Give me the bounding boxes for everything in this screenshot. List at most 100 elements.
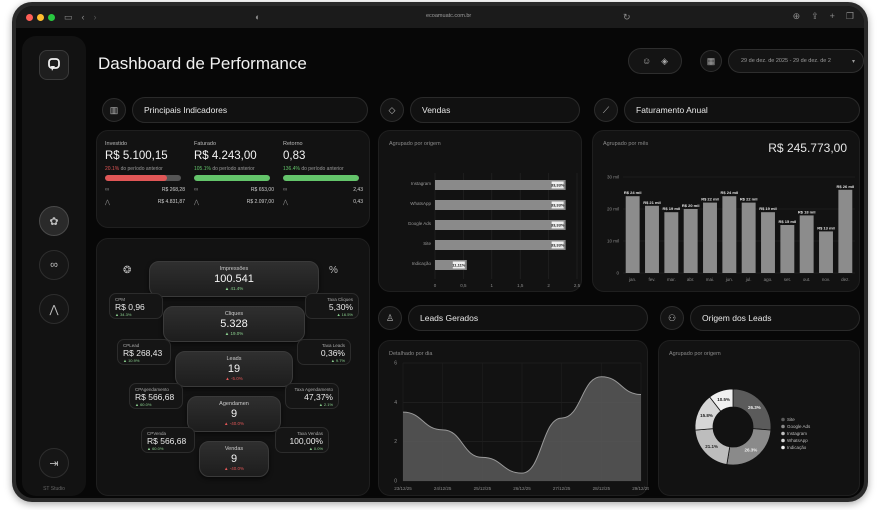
rate-value: R$ 566,68 [147,436,187,446]
indicator-value: R$ 4.243,00 [194,150,257,162]
pie-slice [709,388,734,412]
browser-toolbar: ▭ ‹ › ◐ ecoamuatc.com.br ↻ ⊕ ⇪ + ❐ [16,6,864,28]
x-tick-label: nov. [822,277,830,282]
delta-pct: 105.1% [194,166,211,172]
bar [741,202,756,273]
card-subtitle: Detalhado por dia [389,351,433,357]
bar [838,189,853,273]
sidebar-footer: ST Studio [43,486,65,492]
x-tick-label: 26/12/25 [513,486,531,491]
section-title-leads: Leads Gerados [408,305,648,331]
bar [664,212,679,273]
stage-delta: ▲ -5.0% [225,376,243,381]
legend-swatch [781,438,785,443]
sales-bar-chart: 0 0,5 1 1,5 2 2,5 Instagram 33,33% WhatsApp 33,33… [408,173,581,288]
rate-delta: ▲ 9.7% [330,358,345,363]
rate-cpscheduled: CPAgendamento R$ 566,68 ▲ 60.0% [129,383,183,409]
reload-icon[interactable]: ↻ [623,11,631,22]
rate-label: CPVenda [147,431,167,436]
row-value: R$ 4.831,87 [157,199,185,205]
x-tick-label: jul. [745,277,752,282]
rate-sales: Taxa Vendas 100,00% ▲ 0.0% [275,427,329,453]
new-tab-icon[interactable]: + [829,11,835,21]
indicator-progress-bar [283,175,359,181]
data-label: 33,33% [551,203,565,208]
section-title-origins: Origem dos Leads [690,305,860,331]
y-tick-label: 4 [394,400,397,406]
data-label: 33,33% [551,243,565,248]
stage-value: 19 [227,363,241,375]
stage-label: Agendamen [219,401,249,407]
stage-delta: ▲ -40.0% [224,421,244,426]
address-bar[interactable]: ecoamuatc.com.br [426,13,472,19]
rate-value: R$ 566,68 [135,392,175,402]
sidebar-item-meta[interactable]: ∞ [39,250,69,280]
stage-value: 9 [230,453,238,465]
meta-icon: ∞ [194,187,199,193]
sidebar-item-google-ads[interactable]: ⋀ [39,294,69,324]
rate-delta: ▲ 0.0% [308,446,323,451]
legend-swatch [781,424,785,429]
data-label: R$ 19 mil [663,206,681,211]
data-label: R$ 21 mil [643,200,661,205]
funnel-stage-leads: Leads 19 ▲ -5.0% [175,351,293,387]
delta-text: do período anterior [301,166,344,172]
robot-icon[interactable]: ☺ [641,56,652,66]
data-label: R$ 22 mil [740,197,758,202]
rate-clicks: Taxa Cliques 5,30% ▲ 16.5% [305,293,359,319]
section-title-annual: Faturamento Anual [624,97,860,123]
rate-value: 0,36% [320,348,345,358]
minimize-window-button[interactable] [37,13,44,21]
forward-icon[interactable]: › [93,12,97,22]
bar [435,180,566,190]
section-title-indicators: Principais Indicadores [132,97,368,123]
indicator-delta: 105.1% do período anterior [194,166,274,172]
data-label: 11,11% [452,263,466,268]
category-label: Google Ads [408,221,432,226]
indicator-delta: 136.4% do período anterior [283,166,363,172]
progress-fill [283,175,359,181]
legend-label: Instagram [787,431,807,436]
x-tick-label: out. [803,277,811,282]
indicator-label: Retorno [283,141,303,147]
stage-value: 9 [230,408,238,420]
rate-label: Taxa Cliques [327,297,353,302]
tabs-overview-icon[interactable]: ❐ [845,11,854,21]
rate-label: CPAgendamento [135,387,169,392]
section-title-sales: Vendas [410,97,580,123]
date-range-select[interactable]: 29 de dez. de 2025 - 29 de dez. de 2 ▾ [728,49,864,73]
meta-icon: ∞ [283,187,288,193]
download-icon[interactable]: ⊕ [792,11,801,21]
app-logo[interactable] [39,50,69,80]
stage-delta: ▲ -40.0% [224,466,244,471]
zoom-window-button[interactable] [48,13,55,21]
data-label: R$ 22 mil [701,197,719,202]
share-icon[interactable]: ⇪ [811,11,819,21]
indicator-delta: 20.1% do período anterior [105,166,185,172]
tag-icon: ◇ [380,98,404,122]
x-tick-label: 25/12/25 [474,486,492,491]
tablet-frame: ▭ ‹ › ◐ ecoamuatc.com.br ↻ ⊕ ⇪ + ❐ ✿ ∞ ⋀… [12,2,868,502]
origins-card: Agrupado por origem 26.3% 26.3% 21.1% 15.8%… [658,340,860,496]
meta-icon: ∞ [105,187,110,193]
google-ads-icon: ⋀ [105,200,110,206]
calendar-button[interactable]: ▦ [700,50,722,72]
logout-button[interactable]: ⇥ [39,448,69,478]
indicator-label: Faturado [194,141,217,147]
palette-icon[interactable]: ◈ [661,55,669,66]
legend-label: Google Ads [787,424,811,429]
close-window-button[interactable] [26,13,33,21]
rate-delta: ▲ 2.1% [318,402,333,407]
x-tick-label: abr. [687,277,695,282]
sidebar-toggle-icon[interactable]: ▭ [64,11,73,22]
data-label: 33,33% [551,223,565,228]
indicator-progress-bar [105,175,181,181]
sidebar-item-dashboard[interactable]: ✿ [39,206,69,236]
back-icon[interactable]: ‹ [81,12,85,22]
y-tick-label: 10 mil [607,239,619,244]
privacy-icon[interactable]: ◐ [255,12,261,22]
legend-swatch [781,431,785,436]
bar [799,215,814,273]
rate-label: CPM [115,297,125,302]
rate-value: 5,30% [328,302,353,312]
